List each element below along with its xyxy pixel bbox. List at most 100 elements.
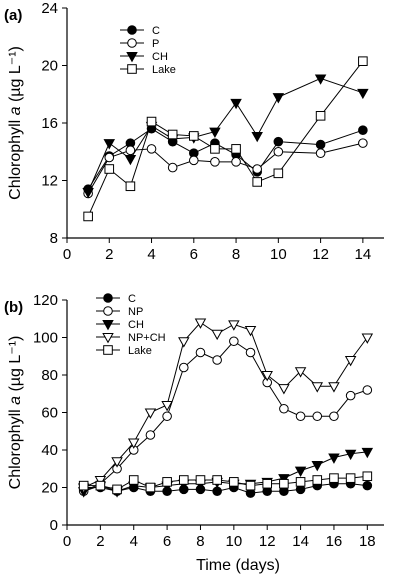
data-point <box>210 144 220 154</box>
x-tick-label: 4 <box>130 533 138 550</box>
data-point <box>231 144 241 154</box>
data-point <box>125 181 136 192</box>
x-tick-label: 8 <box>232 246 240 263</box>
data-point <box>358 125 368 135</box>
x-tick-label: 6 <box>163 533 171 550</box>
x-tick-label: 14 <box>355 246 372 263</box>
panel-label: (b) <box>4 299 23 316</box>
data-point <box>212 475 222 485</box>
y-tick-label: 120 <box>33 292 58 309</box>
data-point <box>95 480 106 491</box>
data-point <box>211 329 223 341</box>
legend-marker <box>102 333 114 344</box>
data-point <box>261 371 273 382</box>
y-tick-label: 40 <box>41 442 58 459</box>
x-tick-label: 2 <box>96 533 104 550</box>
y-tick-label: 24 <box>41 0 58 17</box>
data-point <box>294 367 307 378</box>
y-tick-label: 0 <box>50 517 58 534</box>
data-point <box>82 188 94 199</box>
data-point <box>83 211 93 222</box>
data-point <box>212 355 222 365</box>
series-c <box>78 478 373 498</box>
legend-marker <box>127 64 137 74</box>
data-point <box>189 155 199 166</box>
data-point <box>162 411 172 422</box>
legend-marker <box>127 38 137 48</box>
y-tick-label: 8 <box>50 230 58 247</box>
x-tick-label: 0 <box>63 246 71 263</box>
data-point <box>104 152 115 163</box>
data-point <box>210 157 220 167</box>
legend-marker <box>103 345 113 355</box>
legend-label: NP <box>128 306 143 318</box>
panel-b: 0 20 40 60 80 100 120 0 2 4 6 8 10 12 14 16 18 (b) Chlorop… <box>4 292 384 550</box>
data-point <box>195 347 206 358</box>
y-tick-label: 20 <box>41 480 58 497</box>
data-point <box>358 138 368 148</box>
data-point <box>328 382 340 393</box>
x-tick-label: 8 <box>196 533 204 550</box>
data-point <box>315 139 326 150</box>
data-point <box>167 162 178 173</box>
data-point <box>279 403 289 414</box>
legend-marker <box>126 52 138 63</box>
data-point <box>103 139 116 150</box>
data-point <box>251 131 263 143</box>
legend-label: C <box>128 293 136 305</box>
data-point <box>311 382 324 393</box>
data-point <box>273 146 284 157</box>
data-point <box>329 473 339 483</box>
series-np-ch <box>77 318 374 494</box>
data-point <box>278 384 290 395</box>
data-point <box>312 475 323 485</box>
data-point <box>273 168 284 179</box>
data-point <box>361 447 374 459</box>
data-point <box>209 127 221 138</box>
series-line <box>83 340 368 492</box>
series-ch <box>82 74 369 199</box>
legend-label: NP+CH <box>128 332 166 344</box>
x-tick-label: 12 <box>312 246 329 263</box>
data-point <box>230 98 242 110</box>
data-point <box>124 154 137 166</box>
series-lake <box>83 56 368 222</box>
data-point <box>144 408 157 419</box>
data-point <box>245 480 256 491</box>
data-point <box>146 144 157 154</box>
data-point <box>329 411 339 422</box>
data-point <box>358 56 368 66</box>
legend-label: CH <box>128 319 144 331</box>
x-tick-label: 16 <box>326 533 343 550</box>
data-point <box>111 457 123 468</box>
x-axis-title: Time (days) <box>196 557 280 574</box>
data-point <box>194 318 207 329</box>
data-point <box>146 116 157 127</box>
data-point <box>311 461 324 472</box>
y-axis-title: Chlorophyll a (µg L⁻¹) <box>7 46 24 200</box>
data-point <box>314 74 327 85</box>
x-tick-label: 6 <box>190 246 198 263</box>
data-point <box>344 449 357 461</box>
data-point <box>279 478 289 489</box>
data-point <box>189 131 199 141</box>
data-point <box>104 164 115 174</box>
y-tick-label: 12 <box>41 173 58 190</box>
data-point <box>273 136 284 147</box>
legend-marker <box>127 25 137 35</box>
legend-label: Lake <box>152 64 176 76</box>
legend-label: Lake <box>128 345 152 357</box>
data-point <box>161 401 173 412</box>
data-point <box>78 480 89 491</box>
series-np <box>78 336 373 497</box>
legend-label: P <box>152 38 159 50</box>
data-point <box>125 145 136 156</box>
legend-marker <box>103 306 113 316</box>
series-lake <box>78 471 373 495</box>
y-tick-label: 16 <box>41 115 58 132</box>
y-tick-label: 60 <box>41 405 58 422</box>
data-point <box>245 347 256 358</box>
data-point <box>128 475 139 485</box>
